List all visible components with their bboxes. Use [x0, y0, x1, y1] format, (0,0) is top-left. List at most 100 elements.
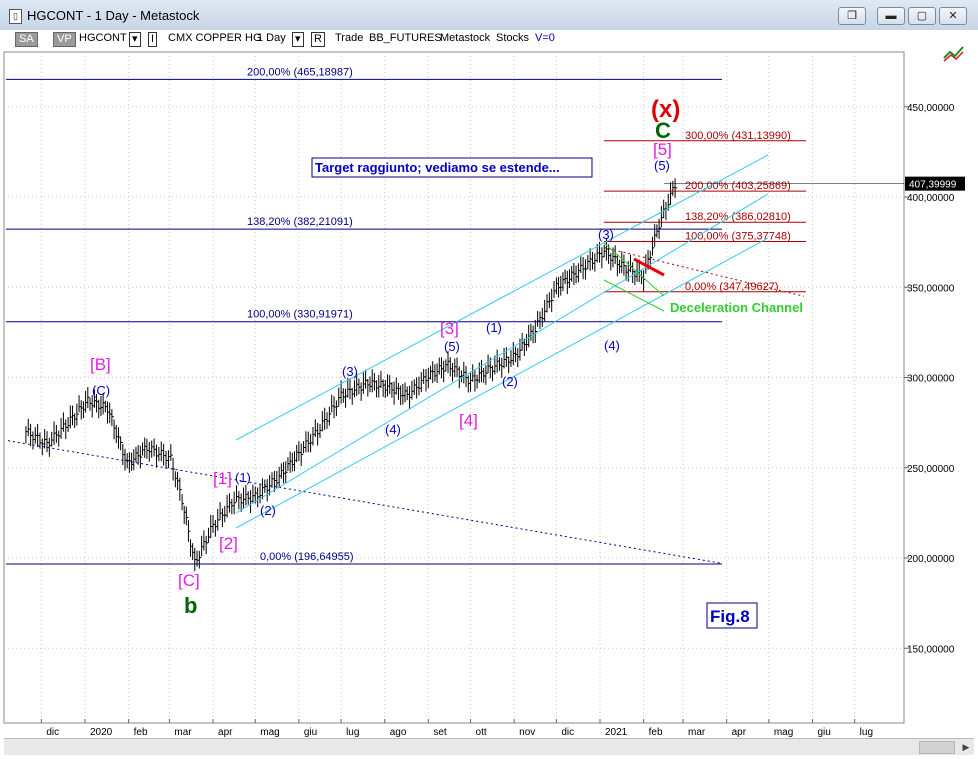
dotted-trendline: [603, 247, 805, 297]
wave-label-blue: (5): [654, 158, 670, 173]
x-tick-label: feb: [134, 727, 148, 738]
x-tick-label: apr: [732, 727, 747, 738]
y-tick-label: 450,00000: [907, 103, 955, 114]
wave-label-blue: (3): [598, 227, 614, 242]
x-tick-label: mag: [774, 727, 793, 738]
fib-level-label: 200,00% (403,25869): [685, 180, 791, 192]
last-price-tag: [905, 176, 965, 191]
wave-label-magenta: [5]: [653, 140, 672, 159]
chart-area[interactable]: 150,00000 200,00000 250,00000 300,00000 350,…: [0, 48, 978, 759]
source-label: Metastock: [440, 32, 491, 44]
fib-level-label: 138,20% (382,21091): [247, 216, 353, 228]
wave-label-red: (x): [651, 96, 680, 123]
feed-label: BB_FUTURES: [369, 32, 442, 44]
deceleration-label: Deceleration Channel: [670, 300, 803, 315]
fib-level-label: 138,20% (386,02810): [685, 211, 791, 223]
instrument-label: CMX COPPER HG: [168, 32, 262, 44]
trend-tool-icon[interactable]: [942, 44, 966, 64]
horizontal-scrollbar[interactable]: ▶: [4, 738, 974, 755]
wave-label-blue: (2): [502, 374, 518, 389]
wave-label-magenta: [C]: [178, 571, 200, 590]
price-bars: [25, 178, 678, 572]
scroll-right-icon[interactable]: ▶: [962, 742, 970, 752]
wave-label-magenta: [2]: [219, 534, 238, 553]
window-title: HGCONT - 1 Day - Metastock: [27, 8, 200, 23]
figure-label: Fig.8: [710, 607, 750, 626]
volume-label: V=0: [535, 32, 555, 44]
y-tick-label: 300,00000: [907, 374, 955, 385]
break-marker: [633, 257, 665, 277]
wave-label-blue: (2): [260, 503, 276, 518]
fib-level-label: 0,00% (196,64955): [260, 551, 354, 563]
fib-level-label: 0,00% (347,49627): [685, 281, 779, 293]
period-label: 1 Day: [257, 32, 286, 44]
channel-line: [235, 154, 769, 441]
wave-label-blue: (1): [235, 470, 251, 485]
y-tick-label: 150,00000: [907, 644, 955, 655]
target-text: Target raggiunto; vediamo se estende...: [315, 160, 560, 175]
price-chart[interactable]: 150,00000 200,00000 250,00000 300,00000 350,…: [0, 48, 978, 738]
document-icon[interactable]: ▯: [9, 9, 22, 24]
maximize-icon[interactable]: ▢: [908, 7, 936, 25]
x-tick-label: nov: [519, 727, 535, 738]
x-tick-label: ott: [476, 727, 487, 738]
fib-level-label: 300,00% (431,13990): [685, 130, 791, 142]
wave-label-magenta: [3]: [440, 319, 459, 338]
channel-line: [235, 237, 769, 529]
wave-label-magenta: [B]: [90, 355, 111, 374]
fib-level-label: 100,00% (375,37748): [685, 230, 791, 242]
x-tick-label: lug: [346, 727, 359, 738]
x-tick-label: apr: [218, 727, 233, 738]
wave-label-blue: (5): [444, 339, 460, 354]
vp-button[interactable]: VP: [53, 32, 76, 47]
wave-label-green: C: [655, 118, 671, 143]
symbol-label: HGCONT: [79, 32, 127, 44]
x-tick-label: set: [433, 727, 447, 738]
deceleration-line: [603, 279, 665, 312]
channel-line: [235, 193, 769, 514]
wave-label-blue: (1): [486, 320, 502, 335]
fib-level-label: 200,00% (465,18987): [247, 66, 353, 78]
r-marker[interactable]: R: [311, 32, 325, 47]
x-tick-label: dic: [46, 727, 59, 738]
deceleration-line: [603, 242, 665, 297]
figure-box: [706, 602, 758, 629]
wave-label-blue: (C): [92, 383, 110, 398]
wave-label-blue: (4): [385, 422, 401, 437]
y-tick-label: 250,00000: [907, 464, 955, 475]
chart-toolbar: SA VP HGCONT ▾ I CMX COPPER HG 1 Day ▾ R…: [0, 30, 978, 48]
x-tick-label: lug: [860, 727, 873, 738]
wave-label-blue: (4): [604, 338, 620, 353]
wave-label-blue: (3): [342, 364, 358, 379]
minimize-icon[interactable]: ▬: [877, 7, 905, 25]
symbol-dropdown[interactable]: ▾: [129, 32, 141, 47]
wave-label-magenta: [4]: [459, 411, 478, 430]
last-price-label: 407,39999: [909, 180, 957, 191]
stocks-label: Stocks: [496, 32, 530, 44]
instrument-marker[interactable]: I: [148, 32, 158, 47]
close-icon[interactable]: ✕: [939, 7, 967, 25]
trade-label: Trade: [335, 32, 364, 44]
wave-label-green: b: [184, 593, 197, 618]
y-tick-label: 200,00000: [907, 554, 955, 565]
x-tick-label: mag: [260, 727, 279, 738]
x-tick-label: dic: [561, 727, 574, 738]
scroll-thumb[interactable]: [919, 741, 955, 754]
restore-icon[interactable]: ❐: [838, 7, 866, 25]
sa-button[interactable]: SA: [15, 32, 38, 47]
wave-label-magenta: [1]: [213, 469, 232, 488]
fib-level-label: 100,00% (330,91971): [247, 309, 353, 321]
dotted-trendline: [7, 440, 723, 564]
y-tick-label: 400,00000: [907, 193, 955, 204]
x-tick-label: giu: [304, 727, 317, 738]
title-bar: ▯ HGCONT - 1 Day - Metastock ❐ ▬ ▢ ✕: [0, 0, 978, 31]
period-dropdown[interactable]: ▾: [292, 32, 304, 47]
target-box: [311, 157, 593, 178]
y-tick-label: 350,00000: [907, 283, 955, 294]
x-tick-label: mar: [174, 727, 192, 738]
x-tick-label: 2020: [90, 727, 113, 738]
x-tick-label: mar: [688, 727, 706, 738]
x-tick-label: 2021: [605, 727, 628, 738]
x-tick-label: giu: [817, 727, 830, 738]
x-tick-label: ago: [390, 727, 407, 738]
